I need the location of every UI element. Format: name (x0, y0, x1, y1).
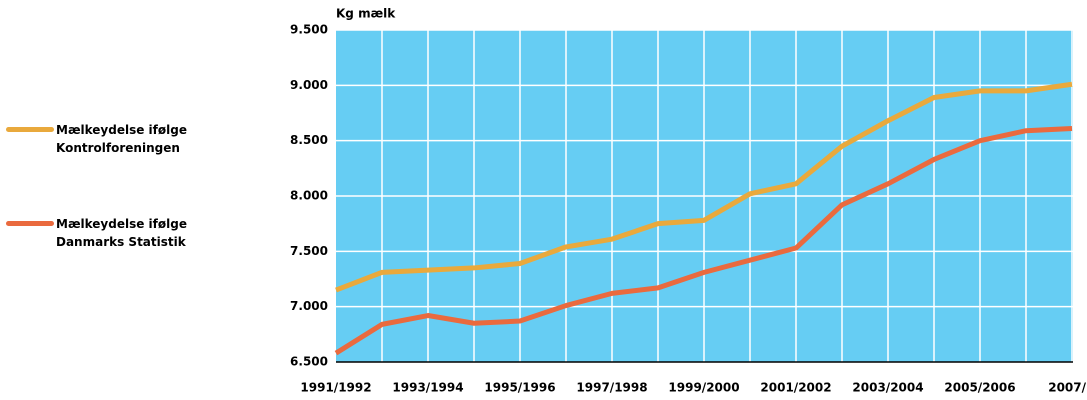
x-tick-label: 1991/1992 (300, 381, 371, 395)
y-tick-label: 6.500 (290, 355, 328, 369)
y-axis-label: Kg mælk (336, 7, 396, 21)
y-tick-label: 9.000 (290, 78, 328, 92)
x-tick-label: 1999/2000 (668, 381, 739, 395)
y-tick-label: 9.500 (290, 23, 328, 37)
x-tick-label: 2003/2004 (852, 381, 923, 395)
legend-swatch (6, 221, 54, 226)
x-tick-label: 1995/1996 (484, 381, 555, 395)
x-tick-label: 1997/1998 (576, 381, 647, 395)
y-tick-label: 8.000 (290, 189, 328, 203)
y-tick-label: 7.000 (290, 299, 328, 313)
data-line (334, 125, 1073, 356)
x-tick-label: 1993/1994 (392, 381, 463, 395)
legend-swatch (6, 127, 54, 132)
y-tick-label: 8.500 (290, 133, 328, 147)
x-tick-label: 2001/2002 (760, 381, 831, 395)
legend-label: Mælkeydelse ifølge Danmarks Statistik (56, 217, 187, 249)
legend-label: Mælkeydelse ifølge Kontrolforeningen (56, 123, 187, 155)
data-line (335, 81, 1073, 293)
x-tick-label: 2007/ (1048, 381, 1086, 395)
y-tick-label: 7.500 (290, 244, 328, 258)
x-tick-label: 2005/2006 (944, 381, 1015, 395)
